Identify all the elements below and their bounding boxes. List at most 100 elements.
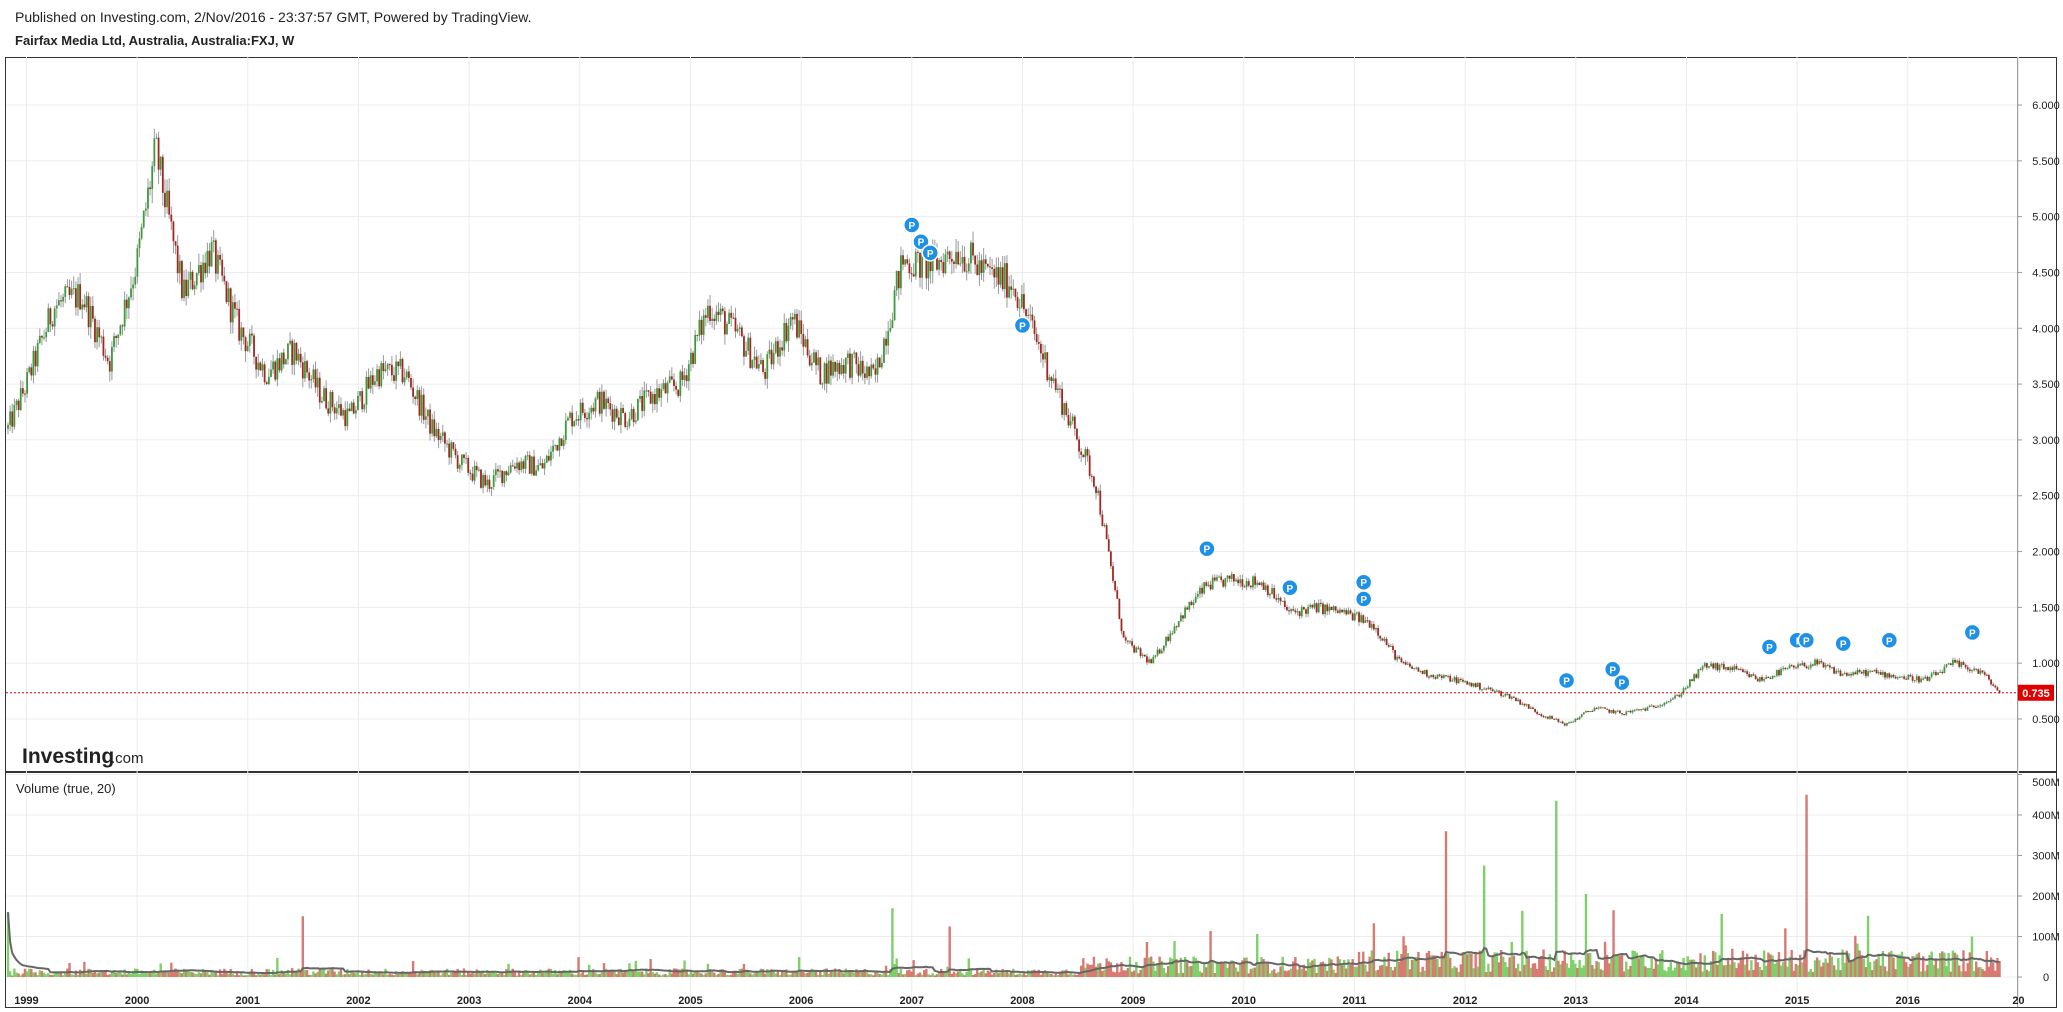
volume-bar [397,973,400,977]
event-marker[interactable]: P [912,232,930,251]
candle-body [1109,551,1112,567]
candle-body [202,262,205,283]
volume-bar [1548,954,1552,977]
volume-bar [201,968,205,977]
event-marker[interactable]: P [1880,631,1899,650]
volume-bar [1616,955,1619,977]
event-marker[interactable]: P [1603,660,1622,679]
candle-body [1852,672,1855,676]
candle-body [1135,647,1138,653]
event-marker[interactable]: P [1354,590,1373,608]
volume-bar [1970,936,1974,977]
candle-body [183,279,185,299]
event-marker[interactable]: P [903,216,921,234]
event-marker[interactable]: P [1281,579,1299,597]
event-marker[interactable]: P [1613,673,1631,692]
volume-bar [696,971,699,977]
candle-body [1926,676,1929,681]
volume-bar [244,975,247,977]
candle-body [1845,672,1848,676]
volume-bar [1741,950,1745,977]
candle-body [1167,636,1170,641]
volume-bar [1561,961,1564,977]
candle-body [293,342,296,365]
candle-body [526,455,529,457]
candle-body [1871,670,1874,672]
candle-body [1216,577,1218,581]
volume-bar [1050,973,1053,977]
volume-bar [452,971,455,977]
volume-bar [1432,955,1435,977]
volume-bar [1205,967,1208,977]
event-marker[interactable]: P [1198,539,1216,558]
event-marker[interactable]: P [921,244,939,262]
candle-body [1146,656,1148,663]
candle-body [889,327,892,332]
candle-body [1824,665,1827,668]
candle-body [348,408,351,412]
event-marker[interactable]: P [1354,573,1373,591]
candle-body [1968,669,1971,671]
candle-body [1672,698,1674,700]
candle-body [1487,687,1490,689]
volume-bar [1211,962,1214,977]
candle-body [711,318,714,321]
candle-body [1945,664,1948,667]
candle-body [1879,672,1882,675]
candle-body [554,445,557,447]
candle-body [386,364,389,370]
candle-body [1865,670,1867,676]
candle-body [1994,685,1997,688]
volume-bar [318,969,321,977]
volume-bar [460,974,464,977]
volume-bar [1883,966,1887,977]
volume-bar [1474,952,1477,977]
volume-bar [1856,943,1859,977]
candle-body [1750,674,1753,678]
candle-body [168,190,171,215]
volume-bar [1771,955,1774,977]
volume-bar [1179,957,1183,977]
volume-bar [1595,961,1598,977]
event-marker[interactable]: P [1797,631,1816,650]
volume-bar [1665,971,1668,977]
volume-bar [172,970,175,977]
candle-body [1803,662,1806,667]
volume-bar [1145,941,1149,977]
volume-bars [6,794,2001,977]
event-marker[interactable]: P [1760,638,1779,656]
volume-bar [1737,963,1740,977]
volume-bar [1951,950,1955,977]
candle-body [1358,612,1360,623]
volume-bar [952,971,956,977]
candle-body [401,358,404,383]
event-marker[interactable]: P [1013,316,1032,335]
volume-bar [1779,965,1783,977]
volume-bar [1663,970,1666,977]
volume-bar [1739,957,1742,977]
volume-bar [235,971,239,977]
volume-bar [28,968,31,977]
event-marker[interactable]: P [1834,634,1852,653]
candle-body [550,451,552,461]
volume-bar [1385,966,1388,977]
candle-body [157,137,160,170]
candle-body [986,263,989,267]
volume-bar [403,972,406,977]
candle-body [1784,668,1787,670]
candle-body [1517,699,1519,701]
volume-bar [208,974,211,977]
candle-body [335,408,338,414]
event-marker[interactable]: P [1557,671,1576,690]
event-marker[interactable]: P [1963,623,1982,642]
volume-bar [583,974,587,977]
volume-bar [1449,957,1452,977]
candle-body [170,214,173,222]
candle-body [770,349,773,365]
candle-body [1479,683,1481,690]
candle-body [819,357,822,385]
volume-bar [1633,951,1636,977]
volume-bar [848,971,852,977]
